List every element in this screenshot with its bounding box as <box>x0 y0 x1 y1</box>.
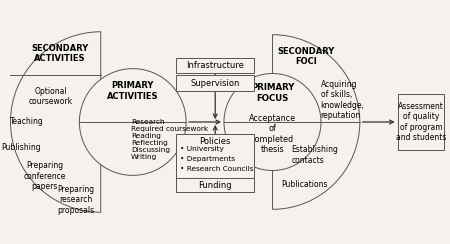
Text: Publications: Publications <box>281 180 328 189</box>
Text: Optional
coursework: Optional coursework <box>29 87 73 106</box>
Text: PRIMARY
FOCUS: PRIMARY FOCUS <box>251 83 294 102</box>
Wedge shape <box>10 32 101 212</box>
Text: Infrastructure: Infrastructure <box>186 61 244 70</box>
Text: Funding: Funding <box>198 181 232 190</box>
Circle shape <box>224 73 321 171</box>
Text: Acquiring
of skills,
knowledge,
reputation: Acquiring of skills, knowledge, reputati… <box>320 80 364 120</box>
Text: Assessment
of quality
of program
and students: Assessment of quality of program and stu… <box>396 102 446 142</box>
Text: • Departments: • Departments <box>180 156 235 162</box>
Text: • University: • University <box>180 146 224 152</box>
Bar <box>176 58 254 73</box>
Text: PRIMARY
ACTIVITIES: PRIMARY ACTIVITIES <box>107 81 158 101</box>
Bar <box>176 134 254 192</box>
Text: SECONDARY
FOCI: SECONDARY FOCI <box>277 47 334 66</box>
Text: • Research Councils: • Research Councils <box>180 166 254 172</box>
Wedge shape <box>272 35 360 209</box>
Text: Publishing: Publishing <box>1 143 41 152</box>
Bar <box>176 178 254 192</box>
Bar <box>176 75 254 91</box>
Text: Preparing
research
proposals: Preparing research proposals <box>57 185 94 214</box>
Text: Supervision: Supervision <box>190 79 240 88</box>
Text: Acceptance
of
completed
thesis: Acceptance of completed thesis <box>249 114 296 154</box>
Text: Teaching: Teaching <box>10 118 44 126</box>
Text: Research
Required coursework
Reading
Reflecting
Discussing
Writing: Research Required coursework Reading Ref… <box>131 119 208 160</box>
Text: Establishing
contacts: Establishing contacts <box>292 145 338 165</box>
Text: Policies: Policies <box>199 137 231 146</box>
Text: Preparing
conference
papers: Preparing conference papers <box>23 161 66 191</box>
Text: SECONDARY
ACTIVITIES: SECONDARY ACTIVITIES <box>32 44 89 63</box>
Circle shape <box>79 69 186 175</box>
Bar <box>398 94 444 150</box>
